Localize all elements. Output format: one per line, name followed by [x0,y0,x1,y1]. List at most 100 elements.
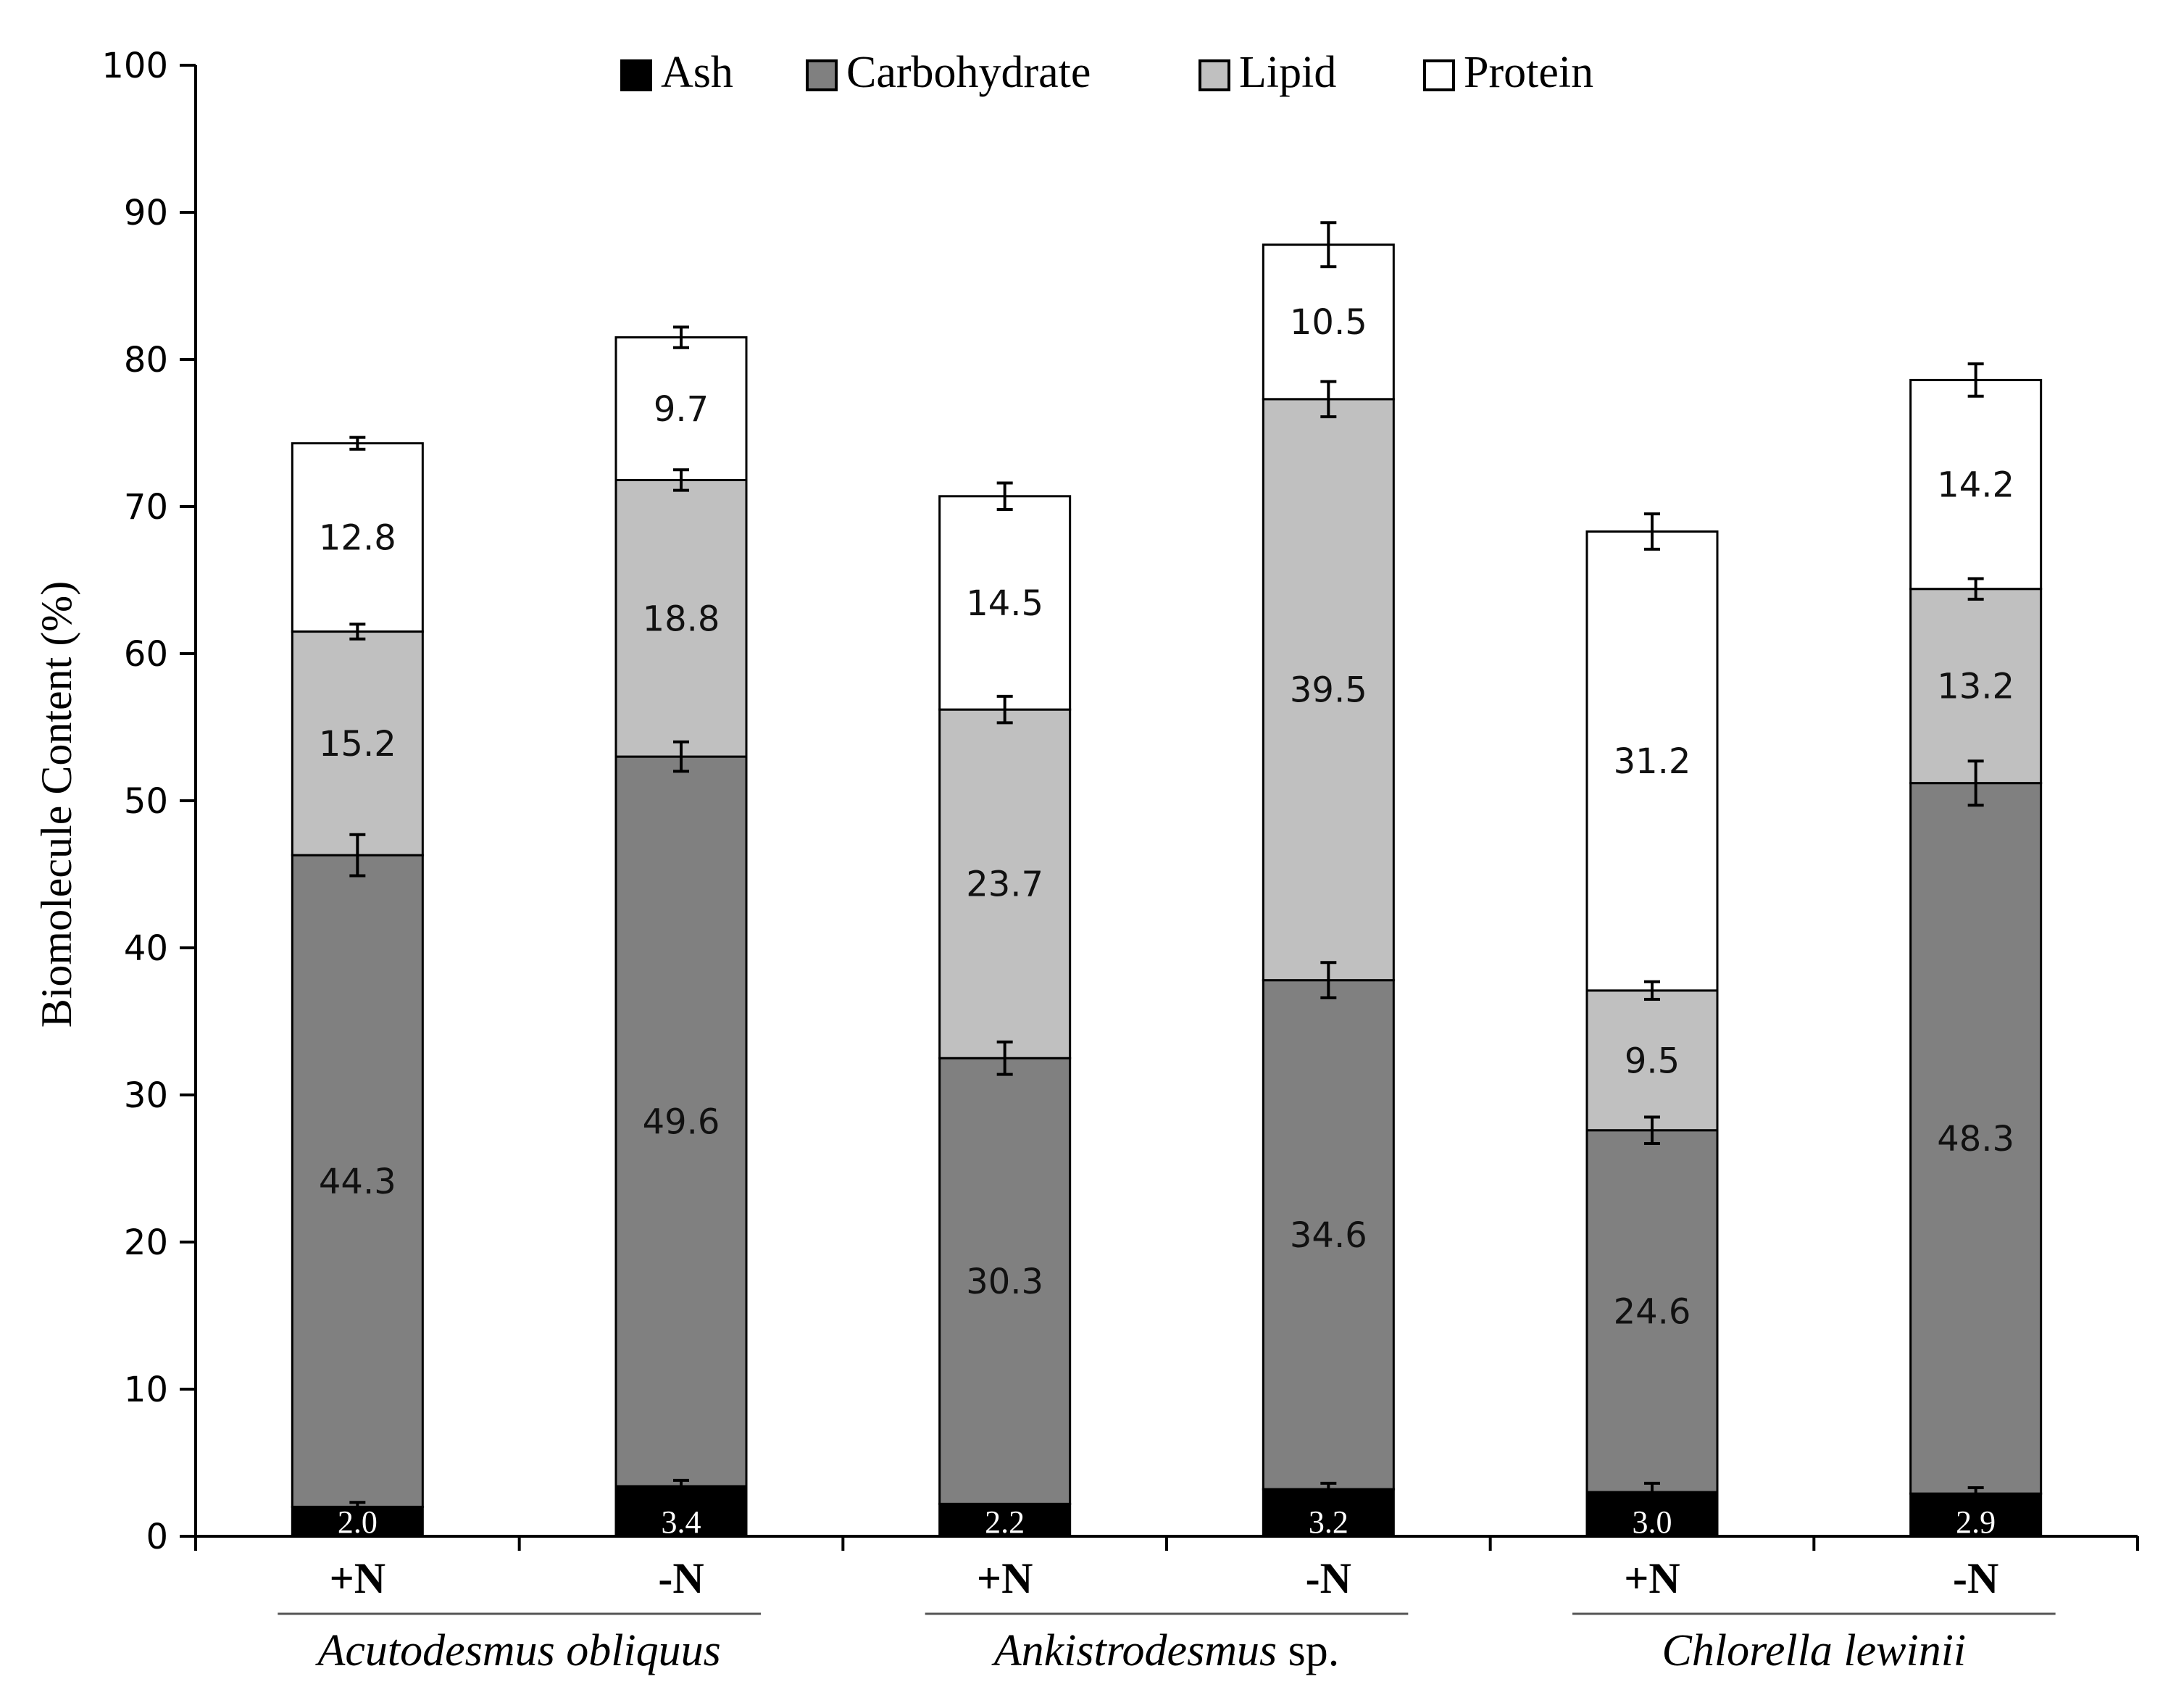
group-label-species: Chlorella lewinii [1662,1626,1967,1675]
bar-protein-5 [1585,530,1719,992]
bar-lipid-2 [614,478,748,758]
legend-swatch-protein [1423,59,1455,91]
error-bar-protein-6 [1967,362,1984,398]
bar-protein-4 [1262,243,1395,401]
y-tick-label-0: 0 [146,1517,168,1557]
x-category-label-4: -N [1306,1554,1351,1602]
y-tick-label-90: 90 [124,193,168,233]
error-bar-carbohydrate-3 [996,1040,1013,1076]
data-label-protein-1: 12.8 [319,518,396,559]
legend-item-ash: Ash [620,48,733,97]
data-label-carbohydrate-3: 30.3 [966,1262,1043,1302]
group-label-3: Chlorella lewinii [1662,1626,1967,1675]
data-label-ash-5: 3.0 [1633,1504,1672,1540]
bar-lipid-4 [1262,398,1395,982]
x-category-label-6: -N [1953,1554,1998,1602]
error-bar-protein-5 [1644,512,1660,551]
bar-ash-3 [938,1502,1072,1538]
error-bar-lipid-1 [349,622,366,641]
legend-item-carbohydrate: Carbohydrate [806,48,1091,97]
y-tick-label-100: 100 [101,46,168,86]
group-label-species: Acutodesmus obliquus [315,1626,721,1675]
bar-protein-6 [1909,378,2043,591]
data-label-lipid-3: 23.7 [966,865,1043,905]
legend-label-ash: Ash [661,48,733,97]
data-label-carbohydrate-6: 48.3 [1937,1119,2014,1159]
data-label-carbohydrate-1: 44.3 [319,1162,396,1202]
y-tick-label-40: 40 [124,928,168,969]
legend-swatch-ash [620,59,652,91]
error-bar-carbohydrate-1 [349,833,366,878]
error-bar-carbohydrate-2 [673,740,689,773]
error-bar-carbohydrate-5 [1644,1115,1660,1145]
error-bar-protein-3 [996,481,1013,512]
data-label-lipid-2: 18.8 [643,599,720,639]
error-bar-protein-2 [673,325,689,349]
data-label-ash-3: 2.2 [985,1504,1025,1540]
legend-swatch-carbohydrate [806,59,838,91]
error-bar-carbohydrate-4 [1320,961,1337,1000]
error-bar-lipid-4 [1320,380,1337,419]
error-bar-protein-1 [349,436,366,451]
plot-area: 2.0 3.4 2.2 3.2 3.0 2.944.349.630.334.624.648… [291,221,2043,1540]
error-bar-lipid-2 [673,468,689,492]
legend: Ash Carbohydrate Lipid Protein [620,48,1593,97]
data-label-lipid-5: 9.5 [1625,1041,1680,1081]
x-category-label-2: -N [658,1554,704,1602]
group-label-1: Acutodesmus obliquus [315,1626,721,1675]
error-bar-carbohydrate-6 [1967,759,1984,807]
legend-item-lipid: Lipid [1199,48,1336,97]
x-category-label-3: +N [977,1554,1033,1602]
data-label-ash-6: 2.9 [1956,1504,1996,1540]
bar-carbohydrate-1 [291,854,424,1508]
error-bar-ash-5 [1644,1481,1660,1503]
bar-lipid-1 [291,630,424,857]
group-label-2: Ankistrodesmus sp. [991,1626,1340,1675]
data-label-protein-5: 31.2 [1614,741,1691,782]
bar-carbohydrate-3 [938,1057,1072,1505]
y-axis-title: Biomolecule Content (%) [33,581,80,1028]
y-tick-label-60: 60 [124,634,168,675]
y-tick-label-50: 50 [124,781,168,822]
data-label-ash-4: 3.2 [1309,1504,1348,1540]
data-label-lipid-1: 15.2 [319,724,396,765]
legend-label-carbohydrate: Carbohydrate [846,48,1091,97]
data-label-protein-6: 14.2 [1937,465,2014,506]
data-label-carbohydrate-2: 49.6 [643,1102,720,1143]
group-label-species: Ankistrodesmus [991,1626,1277,1675]
data-label-lipid-6: 13.2 [1937,667,2014,707]
data-label-carbohydrate-5: 24.6 [1614,1291,1691,1332]
y-tick-label-20: 20 [124,1222,168,1263]
y-tick-label-80: 80 [124,340,168,380]
error-bar-lipid-3 [996,694,1013,725]
x-category-label-1: +N [330,1554,386,1602]
error-bar-lipid-5 [1644,980,1660,1001]
data-label-protein-3: 14.5 [966,583,1043,624]
bar-carbohydrate-6 [1909,782,2043,1495]
bar-lipid-5 [1585,989,1719,1132]
axes: 0 10 20 30 40 50 60 70 80 90 100 +N -N +N -N +N -N Acutod… [101,46,2139,1675]
legend-swatch-lipid [1199,59,1230,91]
bar-protein-2 [614,336,748,481]
data-label-ash-2: 3.4 [662,1504,701,1540]
error-bar-ash-6 [1967,1486,1984,1501]
error-bar-protein-4 [1320,221,1337,269]
y-tick-label-10: 10 [124,1370,168,1410]
error-bar-ash-2 [673,1478,689,1494]
legend-label-protein: Protein [1464,48,1593,97]
x-category-label-5: +N [1624,1554,1680,1602]
bar-carbohydrate-2 [614,755,748,1488]
error-bar-lipid-6 [1967,577,1984,601]
bar-lipid-6 [1909,588,2043,785]
legend-label-lipid: Lipid [1239,48,1336,97]
y-tick-label-70: 70 [124,487,168,528]
legend-item-protein: Protein [1423,48,1593,97]
data-label-protein-4: 10.5 [1290,302,1367,343]
bar-lipid-3 [938,708,1072,1059]
group-label-suffix: sp. [1277,1626,1339,1675]
bar-protein-1 [291,442,424,633]
error-bar-ash-4 [1320,1481,1337,1497]
bar-carbohydrate-4 [1262,979,1395,1491]
data-label-lipid-4: 39.5 [1290,670,1367,711]
